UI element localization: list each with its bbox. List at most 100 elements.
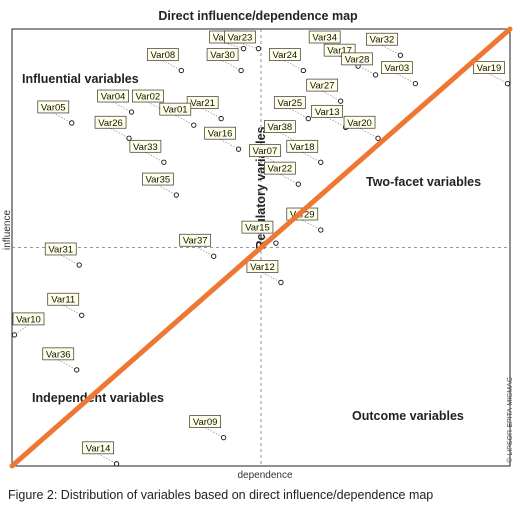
point-label-var17: Var17 — [327, 46, 352, 57]
point-label-var11: Var11 — [51, 295, 75, 306]
influence-dependence-chart: Direct influence/dependence map dependen… — [2, 9, 514, 481]
leader-line-var19 — [488, 73, 508, 84]
label-box-var09 — [189, 415, 221, 428]
label-box-var05 — [37, 100, 70, 114]
point-label-var28: Var28 — [345, 54, 370, 65]
leader-line-var18 — [302, 151, 321, 163]
quadrant-label-independent: Independent variables — [32, 391, 164, 405]
y-axis-label: influence — [2, 210, 13, 250]
quadrant-label-two-facet: Two-facet variables — [366, 175, 481, 189]
leader-line-var14 — [97, 453, 117, 465]
point-label-var05: Var05 — [41, 102, 66, 113]
label-box-var33 — [129, 139, 162, 153]
label-box-var30 — [206, 48, 239, 61]
point-label-var29: Var29 — [290, 210, 315, 221]
label-box-var07 — [249, 144, 281, 158]
point-label-var01: Var01 — [163, 105, 188, 116]
label-box-var36 — [42, 347, 75, 361]
label-box-var08 — [146, 48, 179, 61]
label-box-var38 — [264, 120, 296, 133]
label-box-var32 — [366, 32, 398, 46]
quadrant-label-outcome: Outcome variables — [352, 409, 464, 423]
data-point-var29 — [318, 227, 324, 233]
data-point-var33 — [161, 159, 167, 165]
point-label-var31: Var31 — [48, 244, 73, 255]
label-box-var11 — [47, 292, 80, 306]
point-label-var10: Var10 — [16, 314, 41, 325]
leader-line-var20 — [359, 127, 379, 139]
point-label-var24: Var24 — [273, 50, 298, 61]
label-box-var37 — [179, 233, 212, 247]
data-point-var19 — [504, 80, 511, 87]
figure-caption: Figure 2: Distribution of variables base… — [8, 488, 434, 502]
label-box-var28 — [341, 52, 373, 66]
point-label-var26: Var26 — [98, 118, 123, 129]
point-label-var27: Var27 — [310, 81, 335, 92]
point-label-var07: Var07 — [253, 146, 278, 157]
leader-line-var06 — [224, 42, 244, 50]
point-label-var21: Var21 — [190, 98, 215, 109]
leader-line-var11 — [63, 304, 82, 316]
leader-line-var01 — [175, 114, 194, 126]
quadrant-label-influential: Influential variables — [22, 72, 139, 86]
data-point-var37 — [211, 253, 217, 259]
leader-line-var35 — [157, 184, 177, 196]
point-label-var12: Var12 — [250, 262, 275, 273]
label-box-var04 — [97, 89, 129, 103]
leader-line-var29 — [302, 219, 321, 231]
leader-line-var31 — [60, 254, 80, 266]
leader-line-var15 — [257, 232, 277, 244]
point-label-var25: Var25 — [277, 98, 302, 109]
quadrant-label-regulatory: Regulatory variables — [254, 126, 268, 249]
leader-line-var30 — [222, 60, 242, 71]
leader-line-var33 — [145, 151, 165, 163]
label-box-var22 — [264, 161, 296, 175]
label-box-var14 — [82, 441, 114, 455]
data-point-var16 — [235, 146, 242, 152]
leader-line-var37 — [194, 245, 214, 257]
leader-line-var08 — [162, 60, 182, 71]
data-point-var14 — [113, 461, 120, 467]
data-point-var28 — [372, 72, 379, 78]
leader-line-var28 — [356, 64, 376, 76]
data-point-var36 — [74, 367, 80, 373]
watermark: © LIPSOR-EPITA-MICMAC — [506, 377, 514, 463]
leader-line-var36 — [58, 359, 77, 371]
label-box-var19 — [473, 61, 505, 74]
data-point-var31 — [76, 262, 82, 268]
label-box-var02 — [132, 89, 164, 103]
label-box-var27 — [306, 78, 339, 92]
label-box-var15 — [241, 220, 274, 234]
point-label-var02: Var02 — [136, 92, 161, 103]
leader-line-var09 — [204, 427, 224, 438]
data-point-var09 — [220, 434, 227, 441]
point-label-var34: Var34 — [312, 33, 337, 44]
leader-line-var02 — [147, 101, 167, 113]
point-label-var16: Var16 — [208, 129, 233, 140]
point-label-var38: Var38 — [268, 122, 293, 133]
point-label-var37: Var37 — [183, 236, 208, 247]
point-label-var33: Var33 — [133, 142, 158, 153]
label-box-var18 — [286, 139, 319, 153]
data-point-var05 — [69, 120, 75, 126]
label-box-var13 — [311, 104, 344, 118]
data-point-var03 — [412, 80, 419, 87]
point-label-var03: Var03 — [385, 63, 410, 74]
point-label-var13: Var13 — [315, 107, 340, 118]
diagonal-line — [9, 26, 513, 469]
leader-line-var04 — [112, 101, 132, 113]
label-box-var03 — [381, 61, 413, 74]
point-label-var08: Var08 — [150, 50, 175, 61]
quadrant-labels: Influential variables Two-facet variable… — [22, 72, 481, 423]
label-box-var35 — [141, 172, 174, 186]
data-point-var12 — [278, 279, 284, 286]
point-label-var19: Var19 — [477, 63, 502, 74]
point-label-var09: Var09 — [193, 417, 218, 428]
leader-line-var07 — [264, 156, 284, 168]
leader-line-var12 — [262, 272, 282, 283]
point-label-var32: Var32 — [370, 35, 395, 46]
data-point-var15 — [273, 240, 279, 246]
leader-line-var27 — [321, 90, 341, 102]
data-point-var04 — [128, 109, 135, 115]
leader-line-var24 — [284, 60, 304, 71]
